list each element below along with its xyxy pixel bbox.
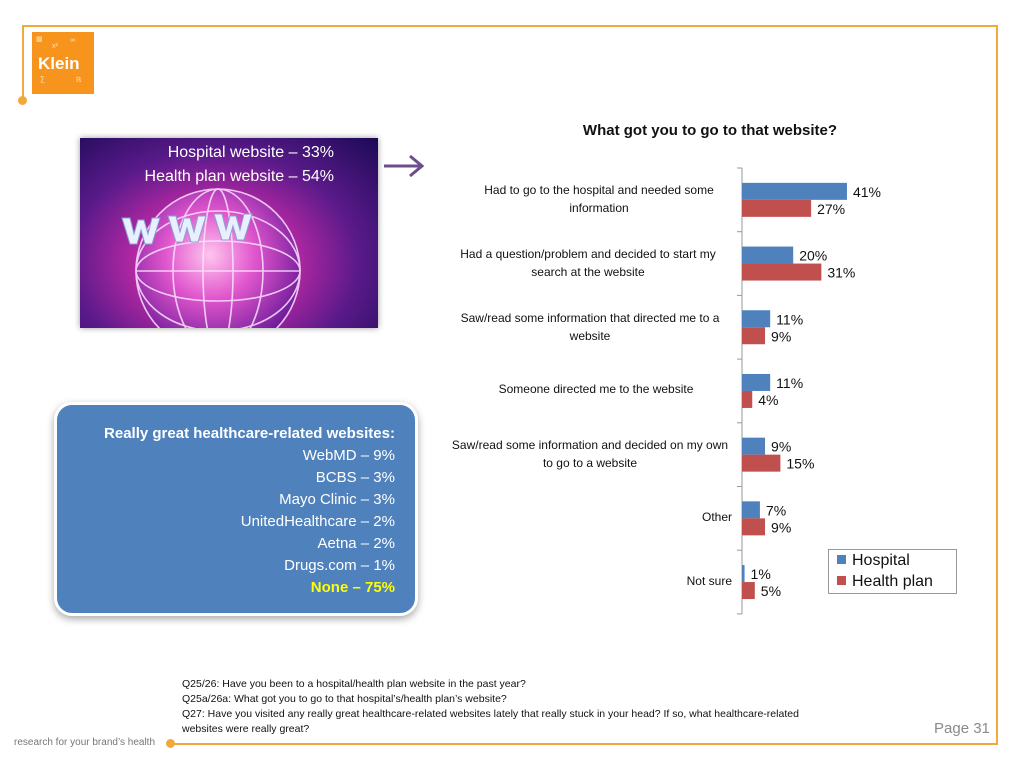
frame-top-rule <box>22 25 998 27</box>
frame-left-rule <box>22 25 24 100</box>
page-number: Page 31 <box>934 720 990 737</box>
bar-hospital <box>742 310 771 328</box>
site-item: Aetna – 2% <box>317 535 395 552</box>
data-label: 9% <box>771 519 791 535</box>
footnote: Q25a/26a: What got you to go to that hos… <box>182 693 507 705</box>
logo-glyph: ▦ <box>36 36 43 43</box>
www-icon <box>121 213 253 245</box>
bar-hospital <box>742 182 847 200</box>
legend-item-hospital: Hospital <box>837 552 910 570</box>
health-plan-website-stat: Health plan website – 54% <box>144 168 334 185</box>
frame-right-rule <box>996 25 998 745</box>
category-label: Not sure <box>686 574 732 588</box>
data-label: 7% <box>766 502 786 518</box>
footnote: websites were really great? <box>182 723 310 735</box>
data-label: 41% <box>853 184 881 200</box>
category-label: Someone directed me to the website <box>498 382 694 396</box>
bar-hospital <box>742 501 760 519</box>
category-label: Saw/read some information and decided on… <box>451 438 729 470</box>
site-none: None – 75% <box>310 579 395 596</box>
bar-health-plan <box>742 327 766 345</box>
bar-hospital <box>742 373 771 391</box>
data-label: 5% <box>761 583 781 599</box>
logo-glyph: ℝ <box>76 77 82 84</box>
bar-health-plan <box>742 199 812 217</box>
chart-legend: Hospital Health plan <box>828 549 957 594</box>
data-label: 20% <box>799 248 827 264</box>
legend-swatch <box>837 555 846 565</box>
logo-glyph: ∑ <box>40 76 45 83</box>
data-label: 31% <box>827 265 855 281</box>
data-label: 11% <box>776 311 803 327</box>
brand-tagline: research for your brand’s health <box>14 737 156 748</box>
frame-bottom-rule <box>170 743 998 745</box>
frame-dot-left <box>18 96 27 105</box>
data-label: 15% <box>786 456 814 472</box>
great-websites-box: Really great healthcare-related websites… <box>54 402 418 616</box>
data-label: 9% <box>771 328 791 344</box>
site-item: UnitedHealthcare – 2% <box>240 513 395 530</box>
footnote: Q27: Have you visited any really great h… <box>182 708 799 720</box>
arrow-right-icon <box>384 154 425 178</box>
chart-title: What got you to go to that website? <box>582 122 838 139</box>
hospital-website-stat: Hospital website – 33% <box>167 144 334 161</box>
category-label: Other <box>701 510 732 524</box>
legend-item-health-plan: Health plan <box>837 573 933 591</box>
bar-health-plan <box>742 390 753 408</box>
legend-label: Hospital <box>852 552 910 569</box>
bar-health-plan <box>742 582 755 600</box>
footnote: Q25/26: Have you been to a hospital/heal… <box>182 678 526 690</box>
bar-hospital <box>742 565 745 583</box>
logo-text: Klein <box>38 54 80 73</box>
logo-glyph: x² <box>52 43 58 50</box>
bar-health-plan <box>742 454 781 472</box>
data-label: 4% <box>758 392 778 408</box>
site-item: Mayo Clinic – 3% <box>279 491 395 508</box>
site-item: Drugs.com – 1% <box>284 557 395 574</box>
great-websites-title: Really great healthcare-related websites… <box>104 425 395 442</box>
bar-health-plan <box>742 518 766 536</box>
category-label: Had to go to the hospital and needed som… <box>484 183 714 215</box>
www-globe-image: Hospital website – 33% Health plan websi… <box>80 138 378 328</box>
frame-dot-bottom <box>166 739 175 748</box>
site-item: WebMD – 9% <box>302 447 395 464</box>
data-label: 1% <box>751 566 771 582</box>
data-label: 27% <box>817 201 845 217</box>
bar-hospital <box>742 246 794 264</box>
category-label: Saw/read some information that directed … <box>460 311 720 343</box>
category-label: Had a question/problem and decided to st… <box>460 247 716 279</box>
data-label: 11% <box>776 375 803 391</box>
legend-label: Health plan <box>852 573 933 590</box>
site-item: BCBS – 3% <box>315 469 395 486</box>
legend-swatch <box>837 576 846 586</box>
data-label: 9% <box>771 439 791 455</box>
bar-health-plan <box>742 263 822 281</box>
bar-hospital <box>742 437 766 455</box>
logo-glyph: ∞ <box>70 37 75 44</box>
klein-logo: ▦ x² ∞ Klein ∑ ℝ <box>32 32 94 94</box>
